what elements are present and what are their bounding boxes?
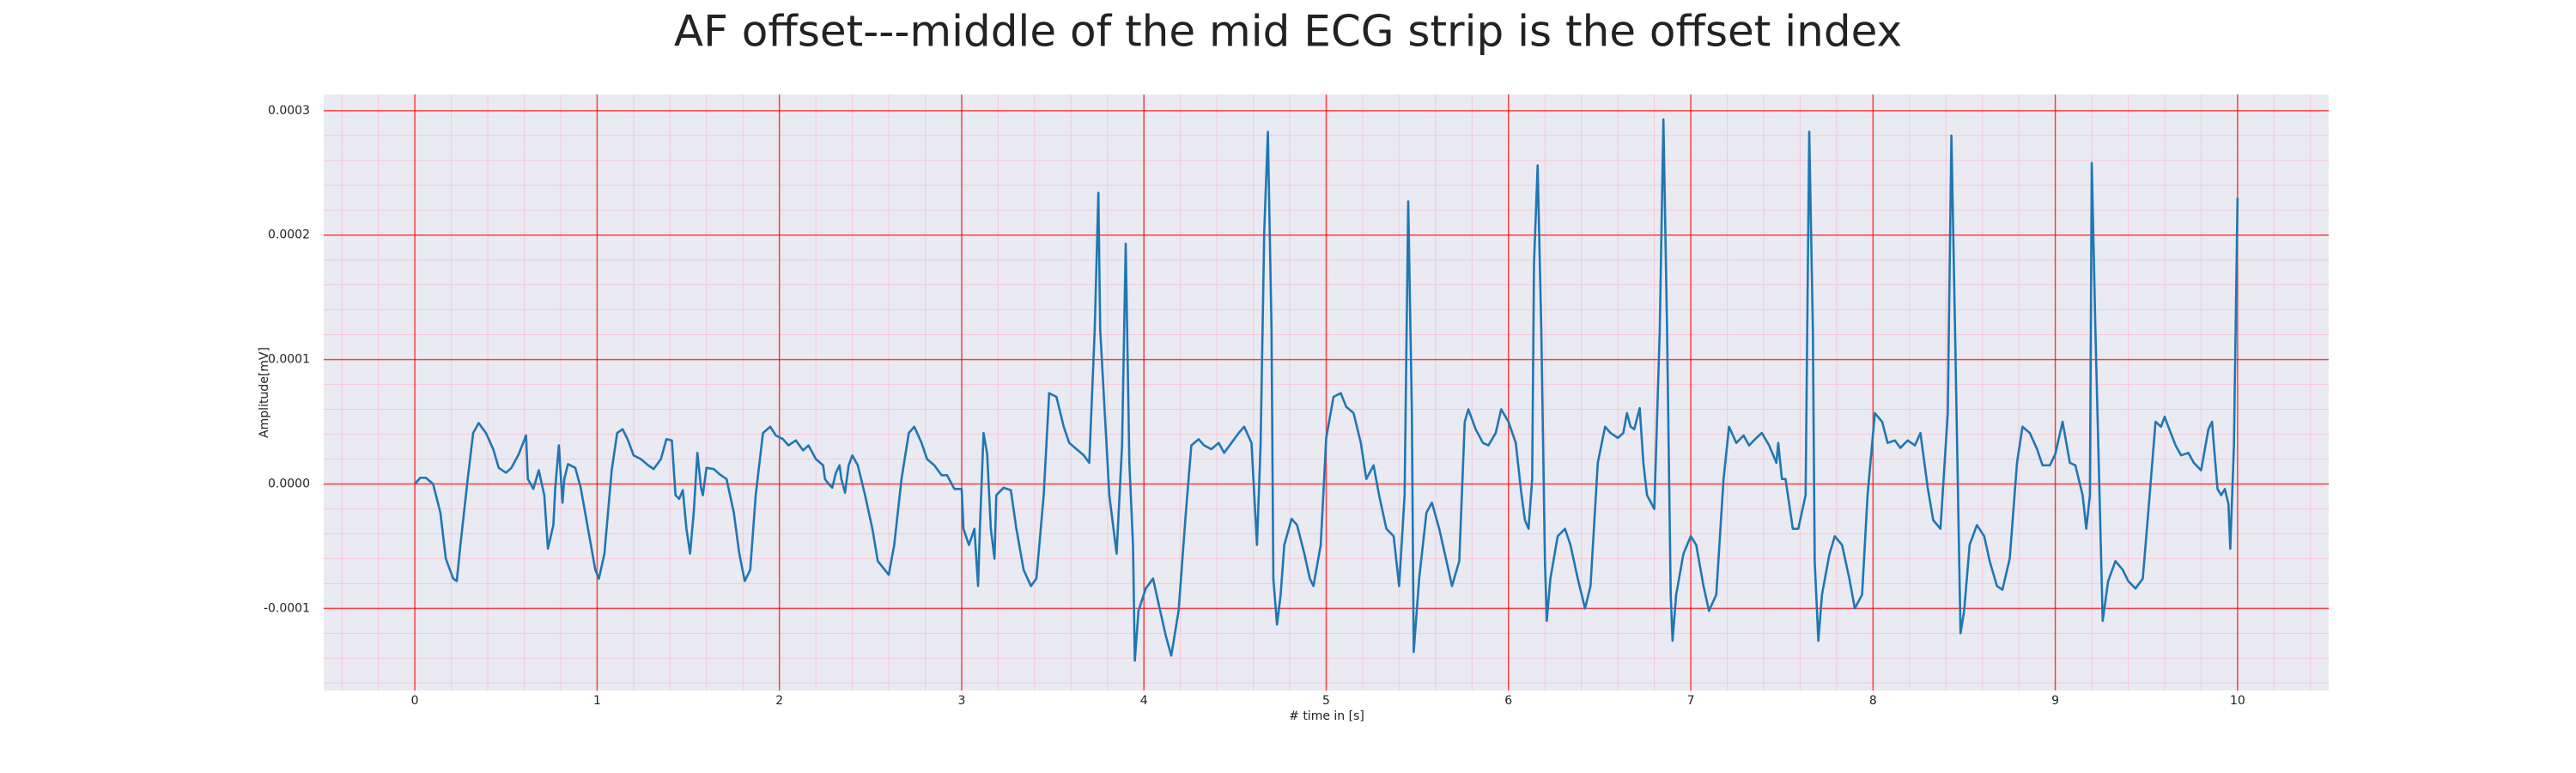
- y-tick-label: 0.0001: [268, 353, 310, 367]
- x-tick-label: 6: [1504, 694, 1512, 708]
- ecg-line: [414, 118, 2239, 662]
- x-tick-label: 2: [775, 694, 783, 708]
- x-axis-label: # time in [s]: [1289, 709, 1364, 723]
- y-tick-label: -0.0001: [264, 601, 310, 615]
- x-tick-label: 5: [1322, 694, 1330, 708]
- x-tick-label: 8: [1869, 694, 1877, 708]
- x-tick-label: 3: [957, 694, 965, 708]
- x-tick-label: 0: [411, 694, 419, 708]
- y-tick-label: 0.0003: [268, 104, 310, 118]
- y-tick-label: 0.0002: [268, 228, 310, 242]
- y-tick-label: 0.0000: [268, 477, 310, 490]
- chart-title: AF offset---middle of the mid ECG strip …: [674, 7, 1902, 57]
- x-tick-label: 4: [1140, 694, 1148, 708]
- x-tick-label: 1: [593, 694, 601, 708]
- x-tick-label: 9: [2051, 694, 2059, 708]
- x-tick-label: 10: [2230, 694, 2245, 708]
- y-axis-label: Amplitude[mV]: [258, 347, 271, 438]
- x-tick-label: 7: [1687, 694, 1695, 708]
